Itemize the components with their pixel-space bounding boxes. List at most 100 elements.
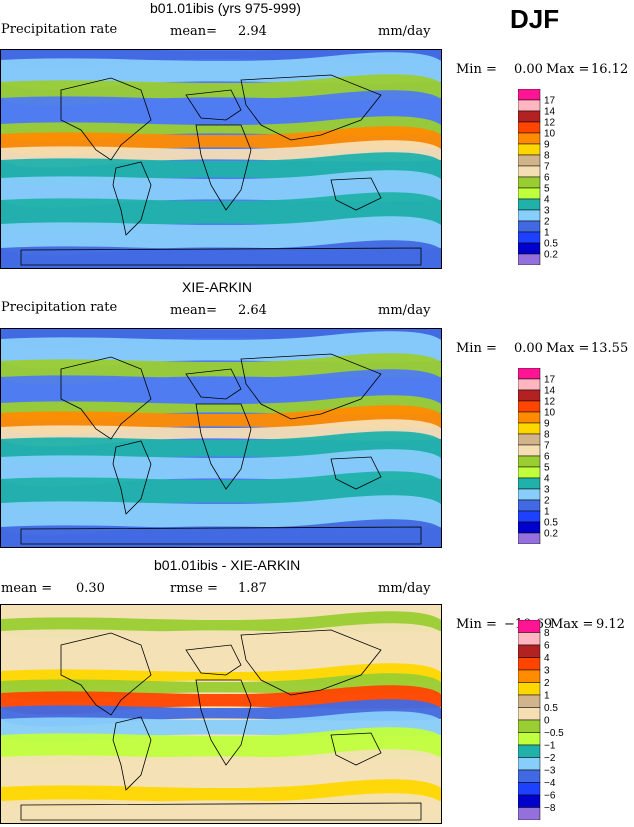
colorbar-swatch	[517, 176, 541, 189]
continent-outline	[20, 526, 422, 545]
panel-3-title: b01.01ibis - XIE-ARKIN	[154, 557, 301, 573]
continent-outline	[240, 353, 382, 420]
season-title: DJF	[510, 4, 560, 34]
panel-3-mean-label: mean =	[1, 581, 53, 596]
panel-1-min-label: Min =	[456, 62, 497, 77]
continent-outline	[20, 247, 422, 266]
panel-2-max-value: 13.55	[591, 341, 629, 356]
continent-outline	[330, 177, 382, 211]
colorbar-swatch	[517, 719, 541, 733]
panel-3-rmse-label: rmse =	[170, 581, 218, 596]
map-shading-band	[1, 623, 441, 679]
colorbar-swatch	[517, 769, 541, 783]
colorbar-swatch	[517, 143, 541, 156]
continent-outline	[60, 632, 152, 716]
colorbar-level-label: 0.5	[544, 518, 558, 529]
colorbar-level-label: 2	[544, 678, 550, 689]
colorbar-level-label: 4	[544, 653, 550, 664]
colorbar-swatch	[517, 794, 541, 808]
colorbar-level-label: 5	[544, 184, 550, 195]
panel-1-mean-value: 2.94	[238, 24, 267, 39]
colorbar-level-label: 1	[544, 228, 550, 239]
colorbar-level-label: 0.5	[544, 239, 558, 250]
continent-outline	[240, 629, 382, 696]
colorbar-swatch	[517, 499, 541, 512]
colorbar-level-label: 5	[544, 463, 550, 474]
panel-1-units: mm/day	[378, 24, 431, 39]
continent-outline	[112, 440, 152, 515]
colorbar-level-label: 0.5	[544, 703, 558, 714]
colorbar-level-label: −4	[544, 778, 556, 789]
colorbar-level-label: 4	[544, 195, 550, 206]
colorbar-level-label: 10	[544, 408, 556, 419]
panel-1-max-label: Max =	[546, 62, 590, 77]
colorbar-level-label: 17	[544, 96, 556, 107]
colorbar-swatch	[517, 389, 541, 402]
continent-outline	[240, 74, 382, 141]
colorbar-level-label: −6	[544, 791, 556, 802]
panel-1-mean-label: mean=	[170, 24, 218, 39]
panel-1-map-svg	[1, 42, 441, 276]
panel-2-title: XIE-ARKIN	[182, 279, 253, 295]
panel-3-rmse-value: 1.87	[238, 581, 267, 596]
panel-2-mean-label: mean=	[170, 303, 218, 318]
colorbar-level-label: 2	[544, 496, 550, 507]
panel-3-mean-value: 0.30	[76, 581, 105, 596]
map-shading-band	[1, 793, 441, 827]
continent-outline	[195, 679, 252, 766]
continent-outline	[185, 644, 242, 676]
colorbar-level-label: 2	[544, 217, 550, 228]
panel-3-min-label: Min =	[456, 617, 497, 632]
colorbar-level-label: 3	[544, 485, 550, 496]
panel-3-map-svg	[1, 597, 441, 827]
colorbar-swatch	[517, 411, 541, 424]
colorbar-level-label: −8	[544, 803, 556, 814]
continent-outline	[195, 403, 252, 490]
colorbar-swatch	[517, 510, 541, 523]
panel-1-max-value: 16.12	[591, 62, 629, 77]
panel-2-map-svg	[1, 321, 441, 555]
colorbar-swatch	[517, 707, 541, 721]
continent-outline	[195, 124, 252, 211]
panel-2-max-label: Max =	[546, 341, 590, 356]
colorbar-level-label: −1	[544, 741, 556, 752]
colorbar-swatch	[517, 400, 541, 413]
colorbar-level-label: 6	[544, 452, 550, 463]
colorbar-swatch	[517, 110, 541, 123]
colorbar-swatch	[517, 744, 541, 758]
colorbar-swatch	[517, 220, 541, 233]
colorbar-swatch	[517, 682, 541, 696]
colorbar-level-label: 6	[544, 641, 550, 652]
map-shading-band	[1, 519, 441, 555]
colorbar-swatch	[517, 619, 541, 633]
colorbar-swatch	[517, 444, 541, 457]
panel-1-variable-label: Precipitation rate	[1, 22, 118, 37]
colorbar-swatch	[517, 187, 541, 200]
colorbar-level-label: 9	[544, 419, 550, 430]
continent-outline	[60, 356, 152, 440]
colorbar-level-label: 12	[544, 118, 556, 129]
colorbar-swatch	[517, 99, 541, 112]
colorbar-level-label: 7	[544, 441, 550, 452]
colorbar-swatch	[517, 121, 541, 134]
colorbar-level-label: 14	[544, 107, 556, 118]
colorbar-swatch	[517, 732, 541, 746]
colorbar-level-label: 8	[544, 151, 550, 162]
colorbar-swatch	[517, 198, 541, 211]
panel-2-map	[0, 321, 442, 555]
colorbar-level-label: 4	[544, 474, 550, 485]
colorbar-level-label: 3	[544, 206, 550, 217]
colorbar-swatch	[517, 367, 541, 380]
panel-1-map	[0, 42, 442, 276]
panel-1-min-value: 0.00	[514, 62, 543, 77]
colorbar-swatch	[517, 782, 541, 796]
colorbar-swatch	[517, 657, 541, 671]
colorbar-swatch	[517, 521, 541, 534]
colorbar-level-label: 3	[544, 666, 550, 677]
continent-outline	[20, 802, 422, 821]
panel-2-variable-label: Precipitation rate	[1, 300, 118, 315]
colorbar-swatch	[517, 231, 541, 244]
colorbar-swatch	[517, 757, 541, 771]
colorbar-swatch	[517, 165, 541, 178]
